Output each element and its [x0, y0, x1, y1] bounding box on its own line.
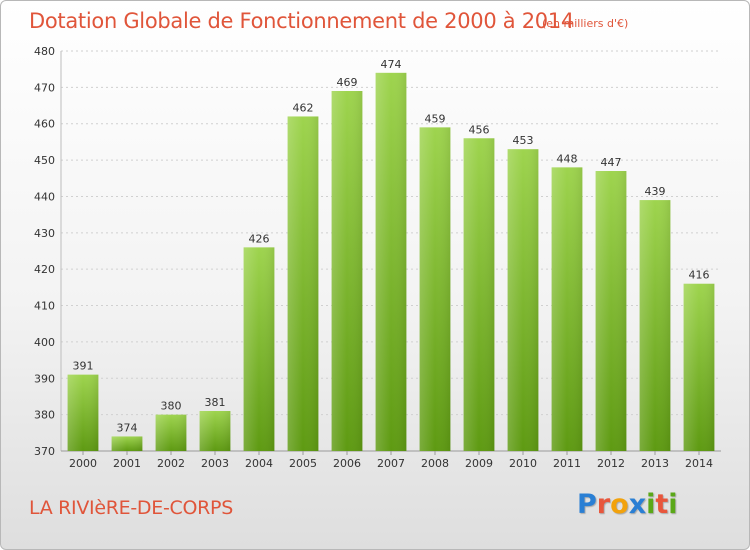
bar-value-label: 381 [205, 396, 226, 409]
logo-letter: i [646, 489, 656, 520]
x-tick-label: 2006 [333, 457, 361, 470]
city-name: LA RIVIèRE-DE-CORPS [29, 497, 233, 519]
bar-shade [67, 374, 99, 451]
bar-value-label: 439 [645, 185, 666, 198]
bar-value-label: 474 [381, 58, 402, 71]
y-tick-label: 460 [34, 118, 55, 131]
y-tick-label: 480 [34, 45, 55, 58]
y-tick-label: 390 [34, 372, 55, 385]
chart-title: Dotation Globale de Fonctionnement de 20… [29, 9, 574, 33]
bar-shade [639, 200, 671, 451]
logo-letter: i [668, 489, 678, 520]
bar-value-label: 380 [161, 400, 182, 413]
bar-shade [375, 72, 407, 452]
bar-shade [595, 171, 627, 451]
x-tick-label: 2011 [553, 457, 581, 470]
y-tick-label: 370 [34, 445, 55, 458]
y-tick-label: 410 [34, 300, 55, 313]
bar-shade [331, 91, 363, 451]
y-tick-label: 470 [34, 81, 55, 94]
bar-value-label: 462 [293, 101, 314, 114]
x-tick-label: 2010 [509, 457, 537, 470]
bar-value-label: 426 [249, 232, 270, 245]
bar-shade [463, 138, 495, 452]
logo-letter: x [628, 489, 647, 520]
x-tick-label: 2001 [113, 457, 141, 470]
y-tick-label: 430 [34, 227, 55, 240]
bar-value-label: 459 [425, 112, 446, 125]
logo-letter: P [577, 489, 597, 520]
chart-unit: (en milliers d'€) [542, 17, 629, 30]
bar-shade [111, 436, 143, 451]
x-tick-label: 2014 [685, 457, 713, 470]
x-tick-label: 2008 [421, 457, 449, 470]
bar-shade [551, 167, 583, 451]
bar-shade [507, 149, 539, 451]
x-axis: 2000 2001 2002 2003 2004 2005 2006 2007 2008 2009… [69, 451, 713, 470]
logo-letter: o [610, 489, 629, 520]
proxiti-logo: Proxiti [577, 489, 678, 520]
bar-value-label: 391 [73, 360, 94, 373]
x-tick-label: 2000 [69, 457, 97, 470]
x-tick-label: 2002 [157, 457, 185, 470]
bar-shade [155, 414, 187, 451]
bar-value-label: 448 [557, 152, 578, 165]
logo-letter: r [596, 489, 611, 520]
y-tick-label: 420 [34, 263, 55, 276]
y-tick-label: 440 [34, 190, 55, 203]
bar-shade [199, 411, 231, 451]
x-tick-label: 2003 [201, 457, 229, 470]
bar-shade [419, 127, 451, 451]
x-tick-label: 2012 [597, 457, 625, 470]
x-tick-label: 2007 [377, 457, 405, 470]
bar-value-label: 447 [601, 156, 622, 169]
bar-shade [287, 116, 319, 452]
bar-value-label: 469 [337, 76, 358, 89]
bar-value-label: 453 [513, 134, 534, 147]
bar-value-label: 374 [117, 421, 138, 434]
x-tick-label: 2009 [465, 457, 493, 470]
bar-value-label: 456 [469, 123, 490, 136]
y-tick-label: 400 [34, 336, 55, 349]
bars: 391 374 380 381 426 462 469 474 459 456 453 448 447 4… [67, 58, 715, 452]
x-tick-label: 2004 [245, 457, 273, 470]
logo-letter: t [655, 489, 669, 520]
x-tick-label: 2013 [641, 457, 669, 470]
bar-shade [243, 247, 275, 451]
y-tick-label: 450 [34, 154, 55, 167]
bar-value-label: 416 [689, 269, 710, 282]
bar-shade [683, 283, 715, 451]
x-tick-label: 2005 [289, 457, 317, 470]
y-tick-label: 380 [34, 409, 55, 422]
